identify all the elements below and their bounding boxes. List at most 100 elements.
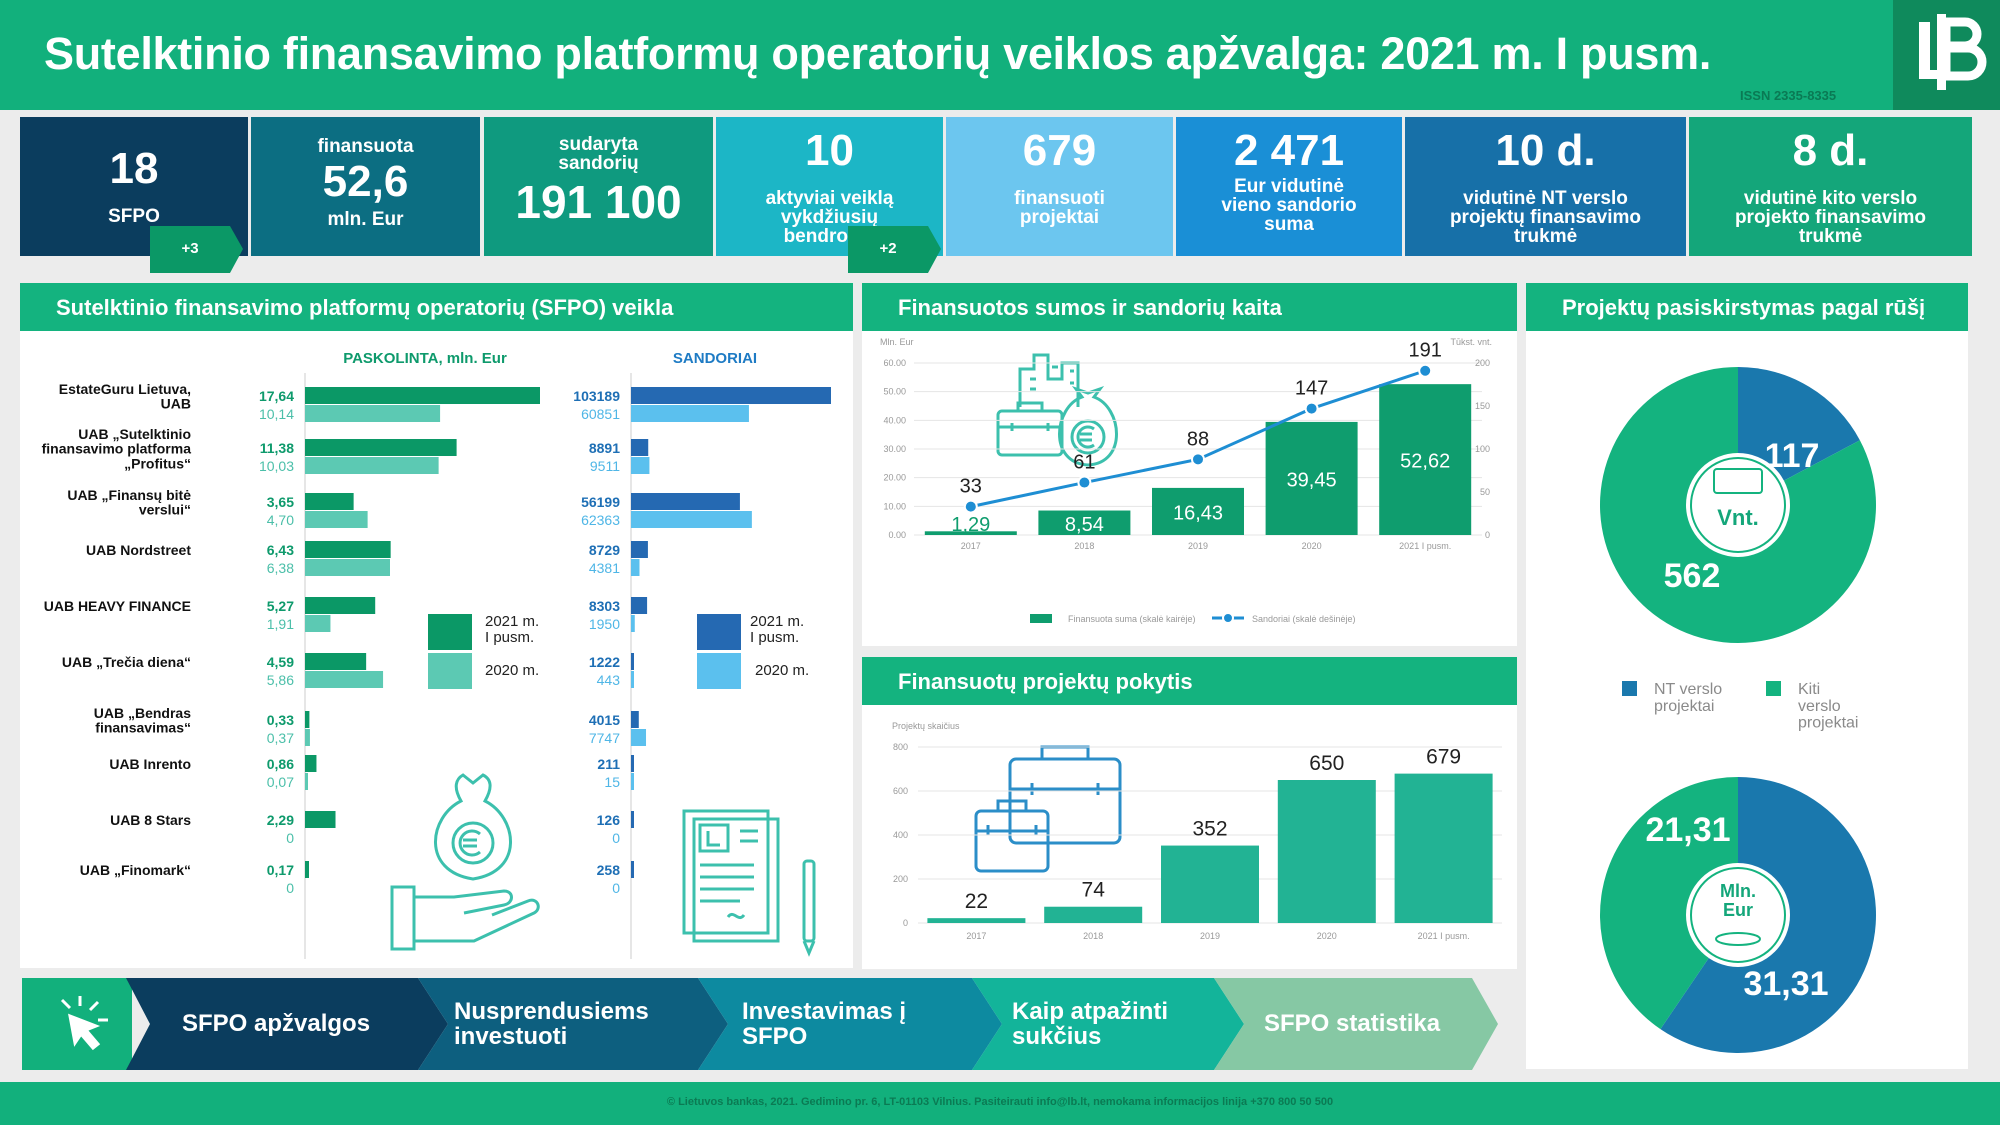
loan-value-2020: 6,38	[267, 560, 294, 576]
nav-for-investors[interactable]: Nusprendusiems investuoti	[454, 997, 649, 1050]
nav-arrows	[22, 978, 1498, 1070]
projects-category-label: 2020	[1317, 931, 1337, 941]
loan-bar-2020	[305, 615, 331, 632]
projects-bar	[1394, 773, 1493, 923]
activity-panel: Sutelktinio finansavimo platformų operat…	[20, 283, 853, 968]
pie-unit-label: Vnt.	[1717, 505, 1759, 530]
company-label: UAB Nordstreet	[86, 542, 191, 558]
company-label: UAB „Trečia diena“	[62, 654, 191, 670]
company-label: UAB Inrento	[109, 756, 191, 772]
deal-bar-2021	[631, 387, 831, 404]
projects-category-label: 2021 I pusm.	[1418, 931, 1470, 941]
deal-value-2020: 15	[604, 774, 620, 790]
deal-value-2021: 258	[597, 862, 621, 878]
deal-bar-2021	[631, 861, 634, 878]
deal-value-2020: 9511	[590, 458, 620, 474]
loan-bar-2021	[305, 861, 309, 878]
kpi-value: 18	[109, 144, 159, 193]
loan-value-2020: 0	[286, 830, 294, 846]
kpi-label: SFPO	[108, 206, 160, 227]
trend-panel-title: Finansuotos sumos ir sandorių kaita	[862, 283, 1517, 331]
pie-unit-briefcase-icon	[1713, 468, 1763, 494]
pie-slice-other	[1599, 777, 1738, 1030]
nav-fraud[interactable]: Kaip atpažinti sukčius	[1012, 997, 1169, 1050]
page-title: Sutelktinio finansavimo platformų operat…	[44, 28, 1712, 79]
loan-bar-2021	[305, 387, 540, 404]
issn-label: ISSN 2335-8335	[1740, 88, 1837, 103]
trend-deals-label: 191	[1409, 340, 1442, 362]
briefcases-icon	[974, 745, 1122, 873]
loan-bar-2020	[305, 671, 384, 688]
trend-left-tick: 30.00	[883, 444, 906, 454]
company-label: UAB „Finansų bitė verslui“	[67, 487, 191, 518]
loan-value-2021: 0,33	[267, 712, 294, 728]
nav-arrow-4[interactable]	[972, 978, 1244, 1070]
pie-center-ring	[1690, 457, 1786, 553]
trend-left-tick: 50.00	[883, 387, 906, 397]
deals-chart-title: SANDORIAI	[673, 350, 757, 367]
projects-bar	[1044, 906, 1143, 923]
loan-bar-2021	[305, 439, 457, 456]
types-panel: Projektų pasiskirstymas pagal rūšį NT ve…	[1526, 283, 1968, 1069]
loan-bar-2020	[305, 729, 310, 746]
projects-tick: 400	[893, 830, 908, 840]
deal-value-2021: 1222	[589, 654, 620, 670]
deal-value-2020: 4381	[589, 560, 620, 576]
pie-center-ring	[1690, 867, 1786, 963]
trend-amount-bar	[1379, 384, 1472, 535]
nav-arrow-5[interactable]	[1214, 978, 1498, 1070]
deal-bar-2020	[631, 511, 752, 528]
nav-sfpo-statistics[interactable]: SFPO statistika	[1264, 1010, 1441, 1038]
loan-value-2021: 6,43	[267, 542, 294, 558]
company-label: UAB 8 Stars	[110, 812, 191, 828]
deal-bar-2021	[631, 711, 639, 728]
trend-deals-point	[1304, 401, 1319, 416]
kpi-nt-duration: 10 d. vidutinė NT verslo projektų finans…	[1405, 117, 1686, 256]
projects-axis-label: Projektų skaičius	[892, 721, 960, 731]
pie-unit-coins-icon	[1715, 932, 1761, 946]
projects-value-label: 679	[1426, 746, 1461, 769]
trend-right-tick: 100	[1475, 444, 1490, 454]
deal-bar-2020	[631, 405, 749, 422]
trend-deals-label: 88	[1187, 428, 1209, 450]
deal-bar-2020	[631, 729, 647, 746]
nav-arrow-2[interactable]	[418, 978, 728, 1070]
company-label: UAB HEAVY FINANCE	[44, 598, 191, 614]
kpi-label: Eur vidutinė vieno sandorio suma	[1221, 176, 1357, 235]
deal-value-2020: 0	[612, 880, 620, 896]
deal-bar-2020	[631, 671, 634, 688]
nav-arrow-1[interactable]	[126, 978, 448, 1070]
kpi-value: 679	[1022, 126, 1097, 175]
loan-value-2020: 0,07	[267, 774, 294, 790]
projects-chart: Projektų skaičius 0 200 400 600 800 22 2017 74 20…	[892, 721, 1502, 941]
trend-amount-label: 39,45	[1287, 469, 1337, 491]
trend-left-tick: 10.00	[883, 501, 906, 511]
legend-other-projects: Kiti verslo projektai	[1766, 681, 1858, 732]
types-panel-title: Projektų pasiskirstymas pagal rūšį	[1526, 283, 1968, 331]
city-finance-icon	[996, 353, 1118, 467]
types-charts: NT verslo projektai Kiti verslo projektai 1…	[1599, 367, 1876, 1053]
projects-category-label: 2017	[966, 931, 986, 941]
kpi-value: 52,6	[322, 157, 409, 206]
loan-value-2021: 5,27	[267, 598, 294, 614]
nav-arrow-3[interactable]	[698, 978, 1002, 1070]
loan-value-2020: 0	[286, 880, 294, 896]
loan-bar-2020	[305, 457, 439, 474]
projects-category-label: 2019	[1200, 931, 1220, 941]
nav-sfpo-reviews[interactable]: SFPO apžvalgos	[182, 1010, 371, 1038]
logo[interactable]	[1893, 0, 2000, 110]
projects-value-label: 22	[965, 890, 988, 913]
projects-tick: 600	[893, 786, 908, 796]
nav-investing-in-sfpo[interactable]: Investavimas į SFPO	[742, 997, 907, 1050]
trend-right-tick: 0	[1485, 530, 1490, 540]
projects-value-label: 74	[1082, 879, 1106, 902]
projects-value-label: 650	[1309, 752, 1344, 775]
kpi-deals: sudaryta sandorių 191 100	[484, 117, 713, 256]
trend-deals-point	[963, 499, 978, 514]
trend-deals-label: 61	[1073, 452, 1095, 474]
trend-right-tick: 50	[1480, 487, 1490, 497]
trend-left-tick: 20.00	[883, 473, 906, 483]
trend-amount-label: 16,43	[1173, 502, 1223, 524]
deal-bar-2021	[631, 597, 648, 614]
deal-bar-2021	[631, 653, 634, 670]
